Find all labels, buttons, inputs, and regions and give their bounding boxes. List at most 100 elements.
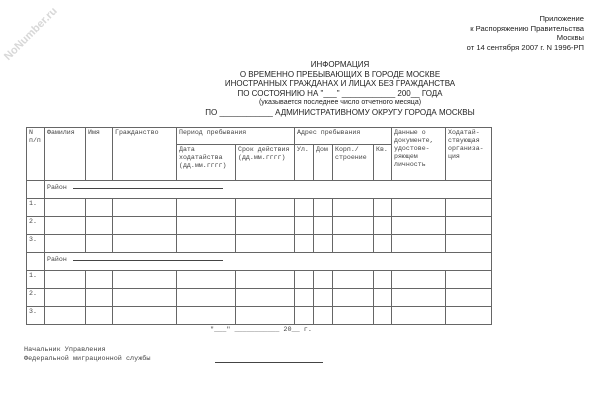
header-address: Адрес пребывания xyxy=(294,127,392,145)
title-note: (указывается последнее число отчетного м… xyxy=(258,99,422,107)
table-cell[interactable] xyxy=(294,270,314,289)
table-cell[interactable] xyxy=(176,234,236,253)
table-cell[interactable] xyxy=(313,198,333,217)
table-cell[interactable] xyxy=(313,270,333,289)
table-cell[interactable] xyxy=(445,234,492,253)
table-cell[interactable] xyxy=(391,306,446,325)
table-cell[interactable] xyxy=(313,234,333,253)
table-cell[interactable] xyxy=(313,288,333,307)
district-blank[interactable] xyxy=(72,182,223,189)
table-cell[interactable] xyxy=(445,216,492,235)
table-cell[interactable] xyxy=(373,288,392,307)
row-number: 2. xyxy=(26,288,45,307)
table-cell[interactable] xyxy=(112,270,177,289)
table-cell[interactable] xyxy=(373,216,392,235)
table-cell[interactable] xyxy=(373,234,392,253)
table-cell[interactable] xyxy=(294,306,314,325)
table-cell[interactable] xyxy=(235,198,295,217)
table-cell[interactable] xyxy=(391,288,446,307)
table-cell[interactable] xyxy=(294,234,314,253)
row-number: 3. xyxy=(26,306,45,325)
table-cell[interactable] xyxy=(445,198,492,217)
table-row: 2. xyxy=(26,216,492,235)
table-cell[interactable] xyxy=(235,234,295,253)
signature-line xyxy=(215,362,323,363)
table-cell[interactable] xyxy=(112,288,177,307)
header-num: N п/п xyxy=(26,127,45,181)
table-cell[interactable] xyxy=(332,216,374,235)
table-cell[interactable] xyxy=(235,216,295,235)
table-cell[interactable] xyxy=(313,306,333,325)
district-blank[interactable] xyxy=(72,254,223,261)
row-number: 1. xyxy=(26,270,45,289)
district-cell[interactable]: Район xyxy=(44,252,492,271)
table-cell[interactable] xyxy=(85,234,113,253)
table-cell[interactable] xyxy=(391,234,446,253)
table-cell[interactable] xyxy=(332,198,374,217)
row-number: 3. xyxy=(26,234,45,253)
title-line: ПО ____________ АДМИНИСТРАТИВНОМУ ОКРУГУ… xyxy=(205,107,475,117)
table-cell[interactable] xyxy=(332,306,374,325)
date-line: "___" ___________ 20__ г. xyxy=(210,326,312,334)
table-cell[interactable] xyxy=(391,216,446,235)
district-label: Район xyxy=(47,256,67,263)
title-line: ИНФОРМАЦИЯ xyxy=(310,60,370,69)
signature-title-1: Начальник Управления xyxy=(24,346,106,354)
table-cell[interactable] xyxy=(235,288,295,307)
table-cell[interactable] xyxy=(294,288,314,307)
table-cell[interactable] xyxy=(391,198,446,217)
table-cell[interactable] xyxy=(112,306,177,325)
table-cell[interactable] xyxy=(44,234,86,253)
table-cell[interactable] xyxy=(44,198,86,217)
district-label: Район xyxy=(47,184,67,191)
table-cell[interactable] xyxy=(112,216,177,235)
table-cell[interactable] xyxy=(176,288,236,307)
table-row: 3. xyxy=(26,306,492,325)
table-cell[interactable] xyxy=(294,216,314,235)
header-name: Имя xyxy=(85,127,113,181)
table-cell[interactable] xyxy=(373,198,392,217)
header-period: Период пребывания xyxy=(176,127,295,145)
table-cell[interactable] xyxy=(294,198,314,217)
table-cell[interactable] xyxy=(332,288,374,307)
appendix-line: к Распоряжению Правительства xyxy=(470,23,584,33)
table-cell[interactable] xyxy=(313,216,333,235)
form-table: N п/п Фамилия Имя Гражданство Период пре… xyxy=(26,127,492,325)
table-cell[interactable] xyxy=(176,198,236,217)
table-cell[interactable] xyxy=(44,270,86,289)
table-cell[interactable] xyxy=(112,234,177,253)
table-cell[interactable] xyxy=(176,306,236,325)
row-number: 1. xyxy=(26,198,45,217)
table-cell[interactable] xyxy=(391,270,446,289)
header-surname: Фамилия xyxy=(44,127,86,181)
table-cell[interactable] xyxy=(85,198,113,217)
table-cell[interactable] xyxy=(332,234,374,253)
table-cell[interactable] xyxy=(176,270,236,289)
table-cell[interactable] xyxy=(176,216,236,235)
table-cell[interactable] xyxy=(373,270,392,289)
header-org: Ходатай- ствующая организа- ция xyxy=(445,127,492,181)
table-cell[interactable] xyxy=(44,288,86,307)
table-cell[interactable] xyxy=(85,270,113,289)
district-cell[interactable]: Район xyxy=(44,180,492,199)
table-cell[interactable] xyxy=(332,270,374,289)
table-cell[interactable] xyxy=(445,306,492,325)
table-cell[interactable] xyxy=(85,306,113,325)
header-period-to: Срок действия (дд.мм.гггг) xyxy=(235,144,295,181)
table-cell[interactable] xyxy=(373,306,392,325)
table-cell[interactable] xyxy=(445,270,492,289)
table-cell[interactable] xyxy=(44,306,86,325)
watermark: NoNumber.ru xyxy=(1,5,60,63)
table-cell[interactable] xyxy=(235,270,295,289)
table-cell[interactable] xyxy=(85,288,113,307)
header-citizenship: Гражданство xyxy=(112,127,177,181)
header-street: Ул. xyxy=(294,144,314,181)
table-cell[interactable] xyxy=(445,288,492,307)
header-period-from: Дата ходатайства (дд.мм.гггг) xyxy=(176,144,236,181)
empty-cell xyxy=(26,252,45,271)
table-cell[interactable] xyxy=(85,216,113,235)
table-cell[interactable] xyxy=(44,216,86,235)
table-cell[interactable] xyxy=(235,306,295,325)
table-row: 2. xyxy=(26,288,492,307)
table-cell[interactable] xyxy=(112,198,177,217)
